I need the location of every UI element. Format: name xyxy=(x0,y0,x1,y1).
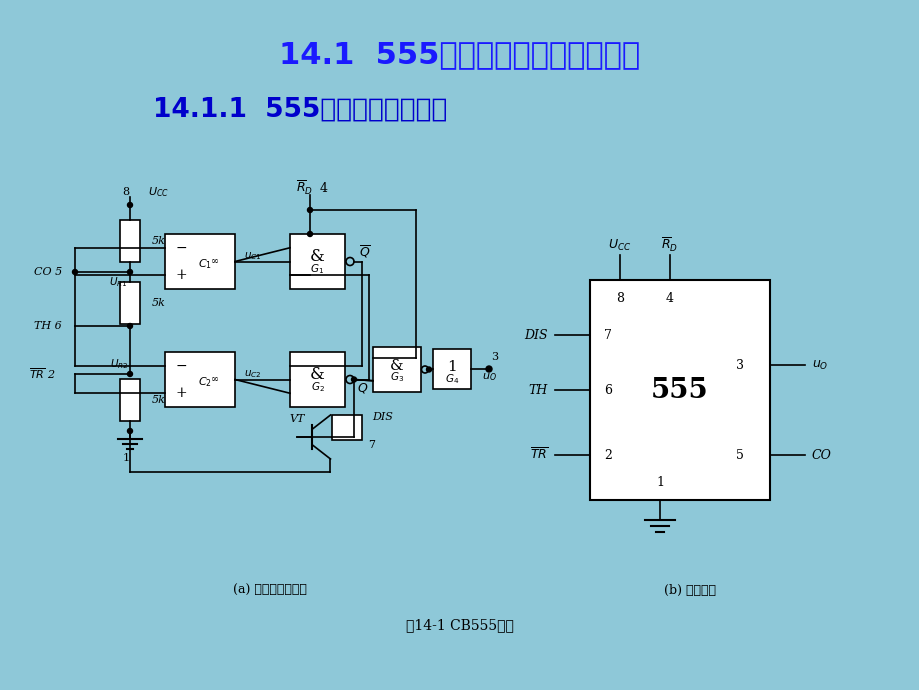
Text: 1: 1 xyxy=(655,475,664,489)
Text: 3: 3 xyxy=(491,352,498,362)
Text: $Q$: $Q$ xyxy=(357,380,369,395)
Bar xyxy=(433,349,471,389)
Bar xyxy=(589,280,769,500)
Text: $G_2$: $G_2$ xyxy=(311,381,324,395)
Text: $u_{C1}$: $u_{C1}$ xyxy=(244,250,262,262)
Circle shape xyxy=(128,324,132,328)
Text: TH 6: TH 6 xyxy=(34,321,62,331)
Bar xyxy=(165,234,234,289)
Text: 1: 1 xyxy=(122,453,130,463)
Text: DIS: DIS xyxy=(524,328,548,342)
Text: +: + xyxy=(175,268,187,282)
Text: $\overline{Q}$: $\overline{Q}$ xyxy=(358,244,370,259)
Circle shape xyxy=(426,367,431,372)
Text: +: + xyxy=(175,386,187,400)
Circle shape xyxy=(307,232,312,237)
Bar xyxy=(289,352,345,407)
Text: 5k: 5k xyxy=(152,395,165,405)
Text: &: & xyxy=(390,359,403,373)
Text: $C_1$: $C_1$ xyxy=(198,257,211,271)
Bar xyxy=(119,379,140,421)
Text: 7: 7 xyxy=(604,328,611,342)
Text: (a) 内部电路结构图: (a) 内部电路结构图 xyxy=(233,584,307,596)
Text: 8: 8 xyxy=(616,291,623,304)
Text: $u_O$: $u_O$ xyxy=(811,358,827,371)
Text: 5: 5 xyxy=(735,448,743,462)
Text: $U_{CC}$: $U_{CC}$ xyxy=(607,237,631,253)
Text: (b) 图形符号: (b) 图形符号 xyxy=(664,584,715,596)
Text: 2: 2 xyxy=(604,448,611,462)
Text: $\overline{TR}$: $\overline{TR}$ xyxy=(529,447,548,463)
Text: CO: CO xyxy=(811,448,831,462)
Text: $\overline{TR}$ 2: $\overline{TR}$ 2 xyxy=(28,366,55,382)
Text: 3: 3 xyxy=(735,359,743,371)
Text: 4: 4 xyxy=(320,181,328,195)
Text: $U_{CC}$: $U_{CC}$ xyxy=(148,185,169,199)
Text: $G_4$: $G_4$ xyxy=(445,372,459,386)
Text: 8: 8 xyxy=(122,187,130,197)
Text: 图14-1 CB555电路: 图14-1 CB555电路 xyxy=(405,618,514,632)
Text: $\overline{R}_D$: $\overline{R}_D$ xyxy=(661,236,678,254)
Text: DIS: DIS xyxy=(372,412,393,422)
Text: &: & xyxy=(310,366,324,383)
Text: $u_O$: $u_O$ xyxy=(481,371,496,383)
Text: $G_1$: $G_1$ xyxy=(310,263,324,277)
Bar xyxy=(372,347,421,392)
Circle shape xyxy=(485,366,492,372)
Circle shape xyxy=(128,202,132,208)
Bar xyxy=(119,282,140,324)
Text: 555: 555 xyxy=(651,377,709,404)
Text: TH: TH xyxy=(528,384,548,397)
Text: 14.1  555定时器的结构及工作原理: 14.1 555定时器的结构及工作原理 xyxy=(279,41,640,70)
Text: $\overline{R}_D$: $\overline{R}_D$ xyxy=(296,179,313,197)
Circle shape xyxy=(73,270,77,275)
Text: VT: VT xyxy=(289,414,304,424)
Bar xyxy=(119,220,140,262)
Text: $C_2$: $C_2$ xyxy=(198,375,211,389)
Circle shape xyxy=(128,428,132,433)
Text: &: & xyxy=(310,248,324,265)
Circle shape xyxy=(128,270,132,275)
Circle shape xyxy=(307,208,312,213)
Text: 7: 7 xyxy=(369,440,375,450)
Text: $U_{R2}$: $U_{R2}$ xyxy=(109,357,128,371)
Bar xyxy=(165,352,234,407)
Text: 5k: 5k xyxy=(152,298,165,308)
Text: $U_{R1}$: $U_{R1}$ xyxy=(109,275,128,289)
Text: 1: 1 xyxy=(447,360,457,374)
Circle shape xyxy=(351,377,357,382)
Text: 6: 6 xyxy=(604,384,611,397)
Text: 4: 4 xyxy=(665,291,674,304)
Text: ∞: ∞ xyxy=(210,375,219,384)
Text: CO 5: CO 5 xyxy=(34,267,62,277)
Circle shape xyxy=(128,371,132,377)
Text: 5k: 5k xyxy=(152,236,165,246)
Text: −: − xyxy=(175,241,187,255)
Text: −: − xyxy=(175,359,187,373)
Text: ∞: ∞ xyxy=(210,257,219,266)
Text: 14.1.1  555定时器的内部结构: 14.1.1 555定时器的内部结构 xyxy=(153,97,447,123)
Bar xyxy=(332,415,362,440)
Bar xyxy=(289,234,345,289)
Text: $G_3$: $G_3$ xyxy=(390,371,403,384)
Text: $u_{C2}$: $u_{C2}$ xyxy=(244,368,262,380)
